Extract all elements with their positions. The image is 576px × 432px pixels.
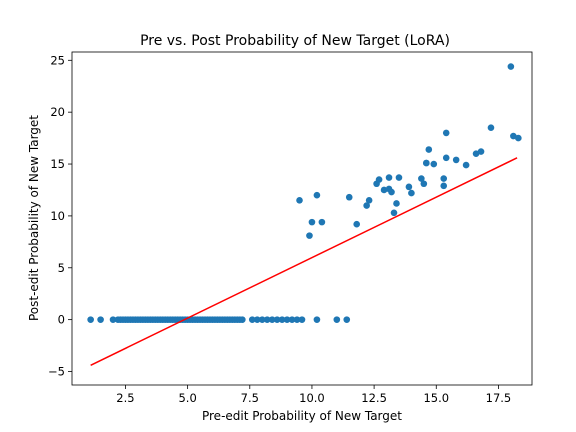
- y-tick-label: −5: [48, 365, 65, 379]
- data-point: [288, 316, 296, 323]
- data-point: [273, 316, 281, 323]
- chart-title: Pre vs. Post Probability of New Target (…: [140, 33, 450, 49]
- y-tick-label: 0: [58, 313, 65, 327]
- y-axis: −5 0 5 10 15 20 25: [48, 53, 72, 379]
- data-point: [405, 183, 413, 191]
- data-point: [109, 316, 117, 323]
- data-point: [380, 186, 388, 194]
- data-point: [365, 197, 373, 204]
- data-point: [248, 316, 256, 323]
- axes-frame: [71, 51, 533, 386]
- x-tick-label: 10.0: [299, 391, 325, 405]
- x-tick-label: 15.0: [423, 391, 449, 405]
- data-point: [308, 218, 316, 226]
- data-point: [296, 197, 303, 204]
- data-point: [268, 316, 276, 323]
- data-point: [306, 232, 313, 239]
- data-point: [487, 124, 495, 132]
- data-point: [418, 175, 425, 182]
- data-point: [395, 174, 403, 181]
- data-point: [452, 156, 460, 164]
- data-point: [440, 175, 448, 182]
- data-point: [313, 316, 321, 323]
- plot-area: 2.5 5.0 7.5 10.0 12.5 15.0 17.5 −5 0 5 10 15 20 25: [48, 51, 533, 405]
- y-tick-label: 25: [50, 53, 65, 67]
- x-axis: 2.5 5.0 7.5 10.0 12.5 15.0 17.5: [116, 385, 511, 405]
- data-point: [388, 188, 395, 196]
- y-tick-label: 10: [50, 209, 65, 223]
- x-tick-label: 12.5: [361, 391, 387, 405]
- data-point: [283, 316, 291, 323]
- x-tick-label: 17.5: [486, 391, 512, 405]
- data-point: [363, 202, 370, 209]
- data-point: [353, 220, 361, 228]
- data-point: [313, 191, 321, 199]
- data-point: [420, 180, 428, 188]
- data-point: [425, 146, 433, 153]
- data-point: [385, 174, 393, 181]
- data-point: [97, 316, 104, 323]
- data-point: [430, 160, 438, 168]
- fit-line-series: [90, 157, 518, 366]
- data-point: [462, 161, 470, 169]
- data-point: [507, 63, 515, 70]
- data-point: [263, 316, 271, 323]
- data-point: [440, 182, 448, 190]
- data-point: [375, 176, 383, 183]
- data-point: [472, 150, 480, 157]
- data-point: [477, 148, 485, 155]
- y-tick-label: 20: [50, 105, 65, 119]
- x-axis-label: Pre-edit Probability of New Target: [202, 409, 402, 423]
- data-point: [442, 154, 450, 162]
- y-tick-label: 5: [58, 261, 65, 275]
- y-tick-label: 15: [50, 157, 65, 171]
- data-point: [298, 316, 306, 323]
- data-point: [333, 316, 341, 323]
- x-tick-label: 5.0: [178, 391, 196, 405]
- data-point: [393, 200, 400, 207]
- data-point: [253, 316, 261, 323]
- x-tick-label: 2.5: [116, 391, 134, 405]
- data-point: [423, 159, 430, 167]
- data-point: [87, 316, 94, 323]
- data-point: [510, 132, 517, 140]
- y-axis-label: Post-edit Probability of New Target: [27, 115, 41, 321]
- data-point: [258, 316, 266, 323]
- data-point: [318, 218, 326, 226]
- data-point: [343, 316, 351, 323]
- x-tick-label: 7.5: [241, 391, 259, 405]
- data-point: [345, 193, 353, 201]
- data-point: [408, 189, 415, 197]
- data-point: [293, 316, 301, 323]
- data-point: [442, 129, 450, 137]
- scatter-series: [87, 63, 522, 323]
- data-point: [515, 134, 522, 142]
- data-point: [390, 209, 398, 217]
- data-point: [278, 316, 286, 323]
- data-point: [239, 316, 246, 323]
- fit-line: [90, 157, 518, 366]
